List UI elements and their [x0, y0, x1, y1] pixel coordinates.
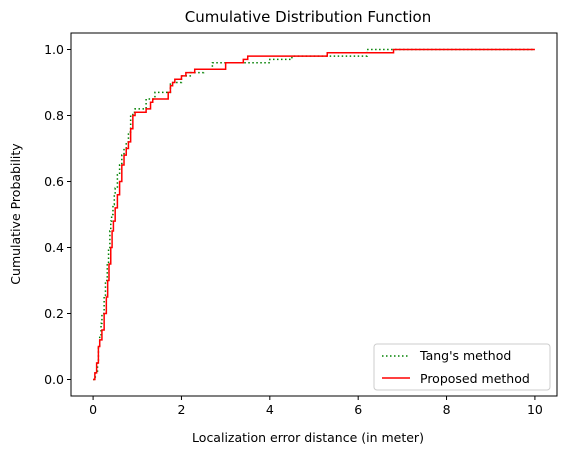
y-tick-label: 0.4	[44, 240, 64, 255]
legend-label-tang: Tang's method	[419, 348, 511, 363]
y-tick-label: 0.0	[44, 372, 64, 387]
x-tick-label: 10	[527, 402, 543, 417]
y-axis: 0.0 0.2 0.4 0.6 0.8 1.0	[44, 42, 71, 387]
axes-frame	[70, 32, 558, 397]
y-tick-label: 0.6	[44, 174, 64, 189]
legend-box	[373, 343, 551, 391]
x-tick-label: 6	[354, 402, 362, 417]
y-tick-label: 1.0	[44, 42, 64, 57]
x-axis-label: Localization error distance (in meter)	[192, 430, 424, 445]
x-tick-label: 4	[266, 402, 274, 417]
legend: Tang's method Proposed method	[373, 343, 551, 391]
x-tick-label: 8	[443, 402, 451, 417]
plot-area	[93, 48, 535, 381]
chart-title: Cumulative Distribution Function	[185, 8, 431, 26]
y-tick-label: 0.2	[44, 306, 64, 321]
x-axis: 0 2 4 6 8 10	[89, 396, 543, 417]
x-tick-label: 2	[177, 402, 185, 417]
legend-label-proposed: Proposed method	[420, 371, 530, 386]
series-line-proposed	[93, 48, 535, 381]
y-axis-label: Cumulative Probability	[8, 143, 23, 285]
y-tick-label: 0.8	[44, 108, 64, 123]
x-tick-label: 0	[89, 402, 97, 417]
